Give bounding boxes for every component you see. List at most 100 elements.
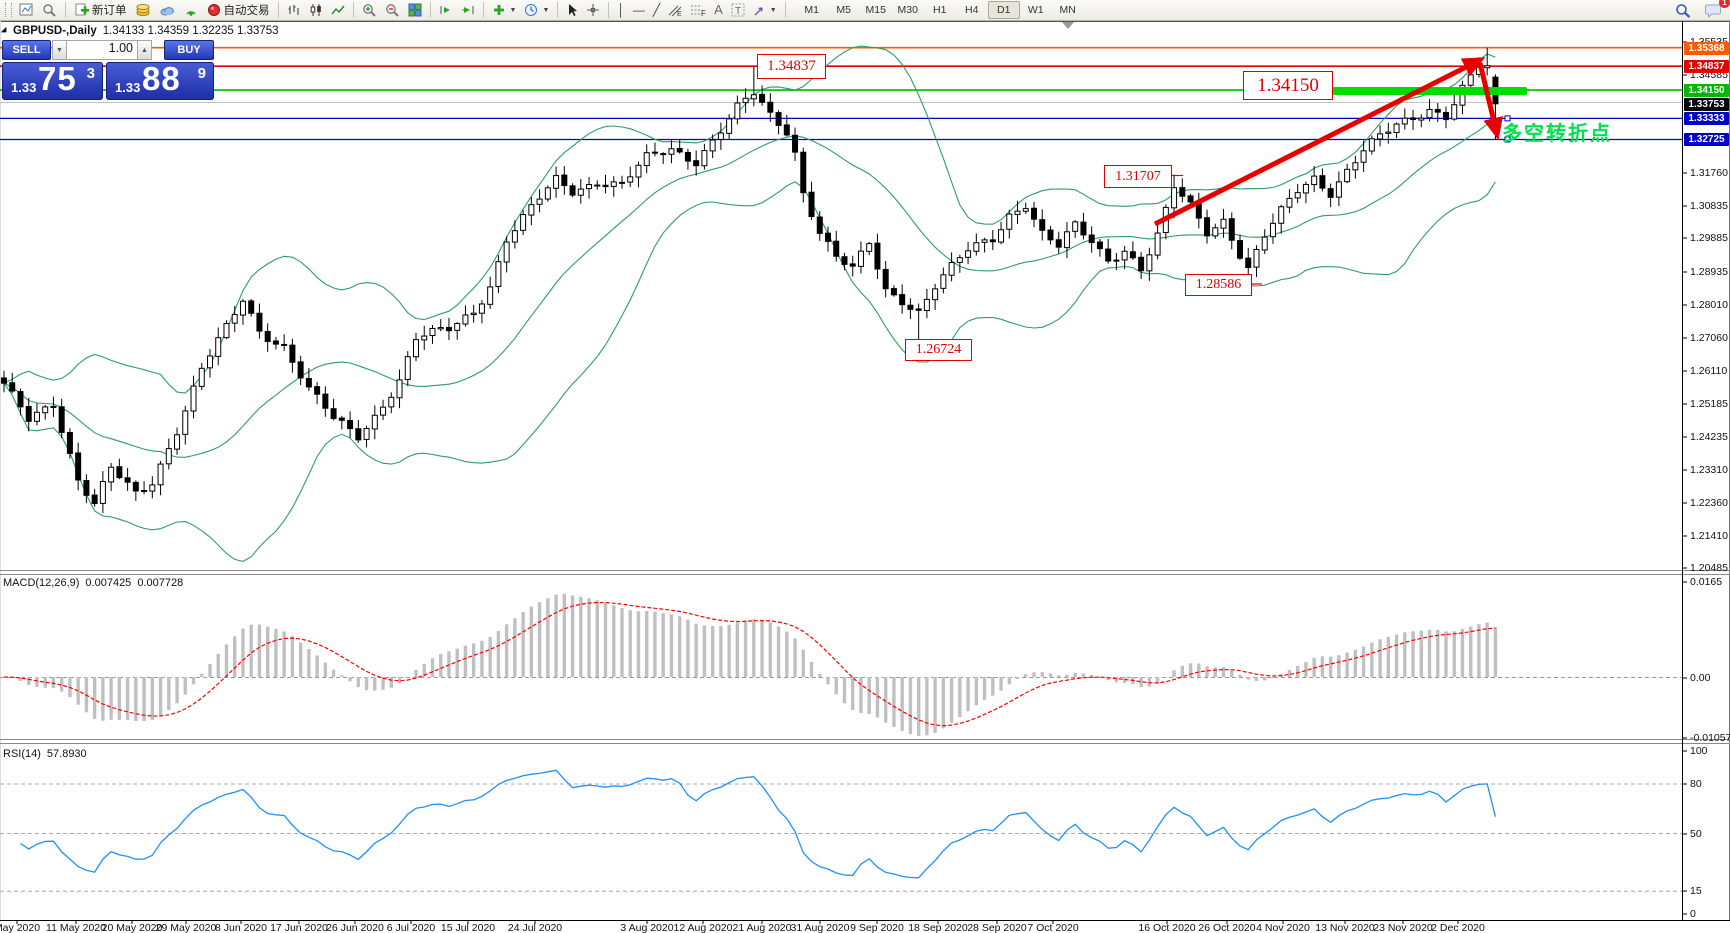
vertical-line-button[interactable]: │: [613, 0, 629, 20]
new-chart-button[interactable]: [15, 0, 38, 20]
macd-value: 0.007425: [85, 577, 132, 589]
line-handle[interactable]: [1504, 136, 1511, 143]
timeframe-m5[interactable]: M5: [836, 4, 852, 16]
coins-icon: [135, 3, 151, 17]
signals-button[interactable]: [179, 0, 203, 20]
date-axis-label: 4 Nov 2020: [1256, 922, 1310, 933]
horizontal-line-button[interactable]: —: [629, 0, 649, 20]
chart-window-icon: [19, 3, 34, 17]
timeframe-m30[interactable]: M30: [897, 4, 918, 16]
macd-signal-line: [3, 601, 1496, 727]
zoom-in-button[interactable]: [358, 0, 381, 20]
crosshair-button[interactable]: [582, 0, 604, 20]
rsi-axis-tick-label: 0: [1690, 908, 1696, 920]
timeframe-h4[interactable]: H4: [965, 4, 979, 16]
svg-text:F: F: [701, 9, 706, 17]
indicators-button[interactable]: ▼: [488, 0, 521, 20]
date-axis-label: 23 Nov 2020: [1373, 922, 1433, 933]
notifications-button[interactable]: 1: [1701, 0, 1730, 20]
timeframe-d1[interactable]: D1: [987, 1, 1020, 19]
vertical-line-icon: │: [617, 3, 625, 17]
macd-name: MACD(12,26,9): [3, 577, 80, 589]
date-axis-label: 20 May 2020: [101, 922, 163, 933]
date-axis-label: 26 Jun 2020: [326, 922, 384, 933]
community-button[interactable]: [155, 0, 179, 20]
chart-shift-icon: [461, 3, 475, 17]
trendline-button[interactable]: ╱: [649, 0, 664, 20]
date-axis-label: 8 Jun 2020: [215, 922, 267, 933]
sell-price-prefix: 1.33: [11, 80, 37, 95]
profiles-icon: [42, 3, 57, 17]
toolbar-grip[interactable]: [5, 3, 12, 17]
price-axis-badge-1.33753: 1.33753: [1684, 97, 1729, 111]
pivot-point-annotation[interactable]: 多空转折点: [1502, 123, 1612, 145]
buy-button[interactable]: BUY: [164, 40, 214, 60]
sell-price-main: 75: [38, 60, 77, 97]
price-callout-1.31707[interactable]: 1.31707: [1104, 165, 1172, 188]
macd-histogram: [10, 593, 1498, 737]
price-axis-tick-label: 1.31760: [1690, 167, 1728, 179]
bollinger-bands: [3, 45, 1496, 562]
periods-button[interactable]: ▼: [520, 0, 553, 20]
macd-pane-label: MACD(12,26,9) 0.007425 0.007728: [3, 577, 189, 589]
bar-chart-button[interactable]: [283, 0, 305, 20]
price-axis-tick-label: 1.28010: [1690, 299, 1728, 311]
volume-increase-button[interactable]: ▲: [137, 40, 152, 60]
timeframe-h1[interactable]: H1: [933, 4, 947, 16]
timeframe-group: M1 M5 M15 M30 H1 H4 D1 W1 MN: [796, 1, 1084, 19]
autotrading-button[interactable]: 自动交易: [203, 0, 274, 20]
fibonacci-icon: F: [690, 3, 706, 17]
search-button[interactable]: [1671, 0, 1695, 20]
zoom-out-button[interactable]: [381, 0, 404, 20]
date-axis-label: 6 Jul 2020: [386, 922, 436, 933]
timeframe-w1[interactable]: W1: [1027, 4, 1044, 16]
date-axis-label: 29 May 2020: [155, 922, 217, 933]
candles-layer: [1, 47, 1499, 514]
rsi-pane-label: RSI(14) 57.8930: [3, 748, 93, 760]
fibonacci-button[interactable]: F: [686, 0, 710, 20]
date-axis-label: 18 Sep 2020: [908, 922, 968, 933]
price-axis-tick-label: 1.25185: [1690, 398, 1728, 410]
macd-axis-tick-label: 0.0165: [1690, 576, 1723, 588]
trend-arrow-up[interactable]: [1153, 57, 1486, 227]
chart-shift-button[interactable]: [457, 0, 479, 20]
volume-input[interactable]: 1.00: [67, 40, 137, 60]
line-handle[interactable]: [1504, 115, 1511, 122]
new-order-button[interactable]: 新订单: [70, 0, 131, 20]
candlestick-chart-button[interactable]: [305, 0, 327, 20]
symbol-marker-icon: [0, 26, 10, 36]
price-callout-1.28586[interactable]: 1.28586: [1185, 274, 1252, 296]
sell-price-panel[interactable]: 1.33 75 3: [2, 60, 103, 100]
timeframe-m15[interactable]: M15: [865, 4, 886, 16]
timeframe-mn[interactable]: MN: [1059, 4, 1076, 16]
arrows-button[interactable]: ▼: [749, 0, 781, 20]
tile-windows-button[interactable]: [404, 0, 426, 20]
price-callout-1.34837[interactable]: 1.34837: [757, 54, 826, 79]
market-watch-button[interactable]: [131, 0, 155, 20]
price-callout-1.26724[interactable]: 1.26724: [905, 339, 972, 361]
trend-arrow-down[interactable]: [1477, 62, 1503, 141]
text-label-button[interactable]: T: [727, 0, 749, 20]
text-button[interactable]: A: [710, 0, 727, 20]
bar-chart-icon: [287, 3, 301, 17]
volume-decrease-button[interactable]: ▼: [52, 40, 67, 60]
cursor-button[interactable]: [562, 0, 582, 20]
one-click-trading-panel: SELL ▼ 1.00 ▲ BUY 1.33 75 3 1.33 88 9: [2, 40, 214, 100]
line-chart-button[interactable]: [327, 0, 349, 20]
equidistant-channel-button[interactable]: E: [664, 0, 686, 20]
buy-price-panel[interactable]: 1.33 88 9: [106, 60, 214, 100]
auto-scroll-icon: [439, 3, 453, 17]
timeframe-m1[interactable]: M1: [804, 4, 820, 16]
chart-shift-marker-icon[interactable]: [1062, 22, 1074, 29]
sell-button[interactable]: SELL: [2, 40, 51, 60]
chart-title-row: GBPUSD-,Daily 1.34133 1.34359 1.32235 1.…: [0, 25, 279, 37]
profiles-button[interactable]: [38, 0, 61, 20]
date-axis-label: 21 Aug 2020: [732, 922, 792, 933]
price-axis-tick-label: 1.29885: [1690, 232, 1728, 244]
price-callout-1.34150[interactable]: 1.34150: [1243, 71, 1333, 100]
signal-icon: [183, 3, 199, 17]
rsi-axis-tick-label: 100: [1690, 745, 1708, 757]
zoom-in-icon: [362, 3, 377, 17]
auto-scroll-button[interactable]: [435, 0, 457, 20]
